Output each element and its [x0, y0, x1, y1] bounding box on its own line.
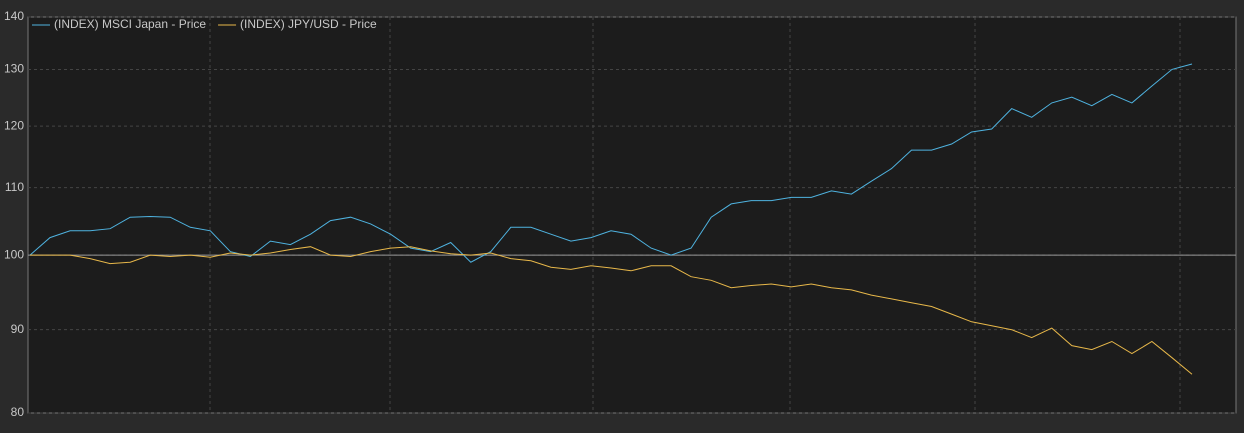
legend: (INDEX) MSCI Japan - Price (INDEX) JPY/US…: [32, 17, 377, 31]
plot-area: [27, 16, 1237, 414]
vertical-grid: [209, 17, 1181, 413]
legend-label: (INDEX) JPY/USD - Price: [240, 17, 377, 31]
y-tick-label: 90: [11, 322, 25, 336]
y-tick-label: 120: [4, 118, 24, 132]
series-line: [30, 246, 1193, 375]
y-tick-label: 80: [11, 405, 25, 419]
y-tick-label: 130: [4, 62, 24, 76]
y-tick-label: 110: [5, 180, 24, 194]
legend-label: (INDEX) MSCI Japan - Price: [54, 17, 206, 31]
series-line: [29, 63, 1193, 263]
y-tick-label: 100: [4, 247, 24, 261]
y-tick-label: 140: [4, 9, 24, 23]
